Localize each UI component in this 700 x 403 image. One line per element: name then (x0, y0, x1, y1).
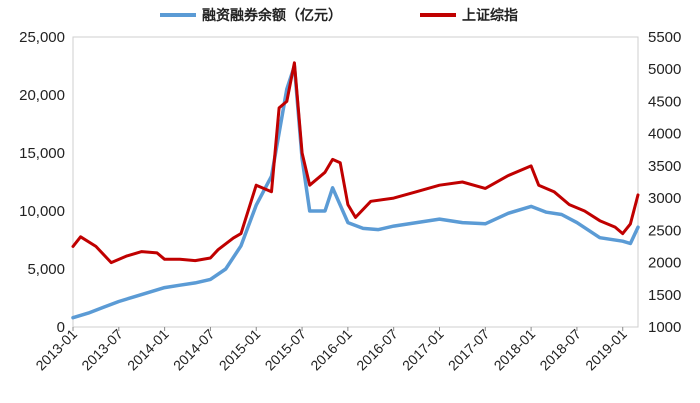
x-tick-label: 2016-01 (307, 326, 355, 374)
series-layer (71, 61, 640, 320)
y-left-tick-label: 15,000 (19, 145, 65, 162)
x-tick-label: 2017-01 (399, 326, 447, 374)
y-left-tick-label: 20,000 (19, 87, 65, 104)
x-axis: 2013-012013-072014-012014-072015-012015-… (32, 326, 630, 374)
x-tick-label: 2015-01 (216, 326, 264, 374)
x-tick-label: 2015-07 (262, 326, 310, 374)
y-axis-right: 1000 1500 2000 2500 3000 3500 4000 4500 5000 5500 (648, 29, 681, 336)
y-left-tick-label: 25,000 (19, 29, 65, 46)
y-left-tick-label: 0 (57, 319, 65, 336)
x-tick-label: 2014-01 (124, 326, 172, 374)
series-line-margin-balance (71, 64, 640, 320)
x-tick-label: 2018-01 (491, 326, 539, 374)
y-right-tick-label: 3000 (648, 190, 681, 207)
series-line-shanghai-index (71, 61, 640, 265)
x-tick-label: 2018-07 (536, 326, 584, 374)
y-right-tick-label: 5500 (648, 29, 681, 46)
y-right-tick-label: 4500 (648, 93, 681, 110)
y-right-tick-label: 2000 (648, 255, 681, 272)
y-right-tick-label: 1000 (648, 319, 681, 336)
y-axis-left: 0 5,000 10,000 15,000 20,000 25,000 (19, 29, 65, 336)
x-tick-label: 2017-07 (445, 326, 493, 374)
x-tick-label: 2014-07 (170, 326, 218, 374)
y-right-tick-label: 4000 (648, 126, 681, 143)
y-right-tick-label: 1500 (648, 287, 681, 304)
y-right-tick-label: 3500 (648, 158, 681, 175)
legend: 融资融券余额（亿元） 上证综指 (160, 7, 518, 24)
legend-label: 上证综指 (462, 7, 518, 24)
plot-frame (72, 36, 639, 328)
legend-label: 融资融券余额（亿元） (202, 7, 342, 24)
x-tick-label: 2013-07 (78, 326, 126, 374)
x-tick-label: 2019-01 (582, 326, 630, 374)
y-right-tick-label: 5000 (648, 61, 681, 78)
y-right-tick-label: 2500 (648, 222, 681, 239)
y-left-tick-label: 10,000 (19, 203, 65, 220)
x-tick-label: 2016-07 (353, 326, 401, 374)
y-left-tick-label: 5,000 (27, 261, 65, 278)
